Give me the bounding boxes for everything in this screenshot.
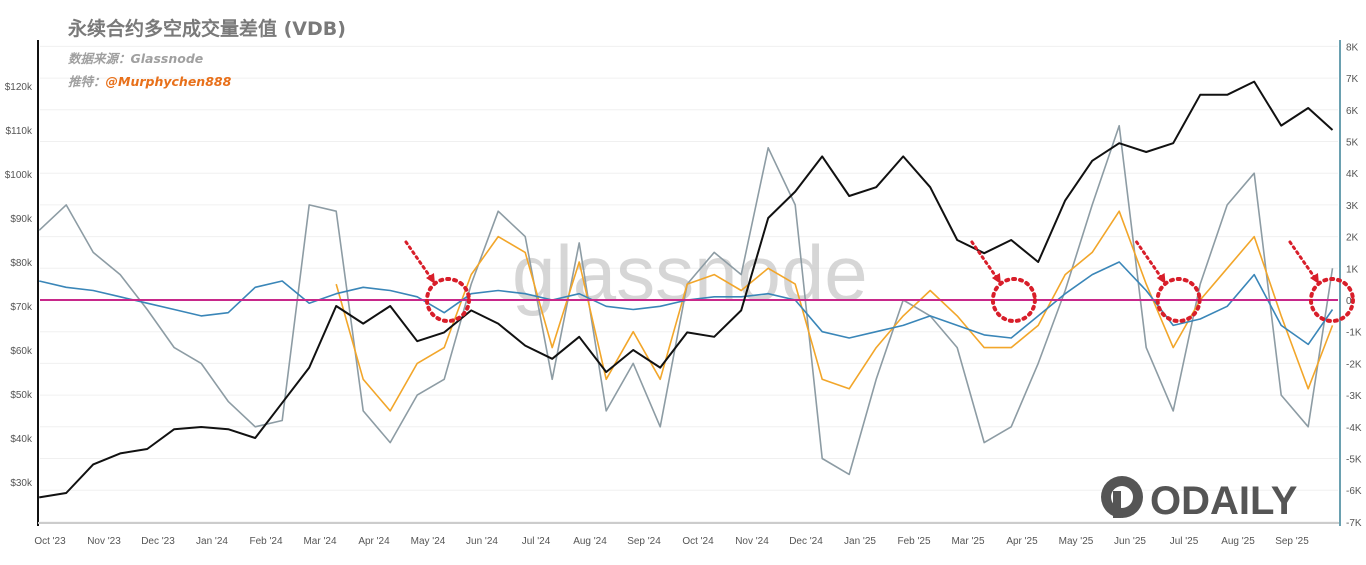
series-line-price <box>39 80 1334 499</box>
x-tick-label: Mar '25 <box>951 536 984 547</box>
x-tick-label: Apr '25 <box>1006 536 1038 547</box>
gridlines <box>40 45 1338 523</box>
x-tick-label: Jul '25 <box>1170 536 1199 547</box>
right-tick-label: -7K <box>1346 518 1362 529</box>
right-tick-label: 2K <box>1346 233 1359 244</box>
x-tick-label: Oct '24 <box>682 536 714 547</box>
x-tick-label: Mar '24 <box>303 536 336 547</box>
left-tick-label: $80k <box>10 258 33 269</box>
left-tick-label: $40k <box>10 434 33 445</box>
series-lines <box>38 80 1338 499</box>
odaily-logo-stem <box>1113 491 1121 518</box>
right-tick-label: -5K <box>1346 455 1362 466</box>
right-axis-ticks: 8K 7K 6K 5K 4K 3K 2K 1K 0 -1K -2K -3K -4K -5K -6K -7K <box>1346 42 1362 529</box>
right-tick-label: -2K <box>1346 359 1362 370</box>
left-tick-label: $70k <box>10 302 33 313</box>
x-tick-label: Jun '25 <box>1114 536 1146 547</box>
left-tick-label: $100k <box>5 170 33 181</box>
source-line: 数据来源：Glassnode <box>68 48 203 67</box>
x-tick-label: Feb '24 <box>249 536 282 547</box>
x-tick-label: Jun '24 <box>466 536 498 547</box>
annotation-arrow <box>1135 240 1164 280</box>
annotation-circle <box>424 277 471 323</box>
x-tick-label: Nov '23 <box>87 536 121 547</box>
right-tick-label: 3K <box>1346 201 1359 212</box>
left-tick-label: $90k <box>10 214 33 225</box>
source-label: 数据来源： <box>68 51 131 66</box>
left-tick-label: $110k <box>5 126 33 137</box>
x-tick-label: Dec '24 <box>789 536 823 547</box>
annotation-arrow <box>404 240 433 280</box>
twitter-handle[interactable]: @Murphychen888 <box>105 74 232 89</box>
left-tick-label: $120k <box>5 82 33 93</box>
x-tick-label: Jul '24 <box>522 536 551 547</box>
x-tick-label: May '25 <box>1059 536 1094 547</box>
x-tick-label: Aug '25 <box>1221 536 1255 547</box>
right-tick-label: 0 <box>1346 296 1352 307</box>
x-tick-label: Sep '24 <box>627 536 661 547</box>
annotation-circle <box>1155 277 1202 323</box>
glassnode-watermark: glassnode <box>512 229 868 317</box>
left-tick-label: $50k <box>10 390 33 401</box>
left-tick-label: $30k <box>10 478 33 489</box>
x-tick-label: Feb '25 <box>897 536 930 547</box>
right-tick-label: 4K <box>1346 169 1359 180</box>
x-tick-label: Sep '25 <box>1275 536 1309 547</box>
x-tick-label: Nov '24 <box>735 536 769 547</box>
annotations <box>404 240 1355 323</box>
x-tick-label: Jan '25 <box>844 536 876 547</box>
twitter-label: 推特： <box>68 74 106 89</box>
odaily-logo: ODAILY <box>1101 476 1298 523</box>
source-value: Glassnode <box>130 51 204 66</box>
right-tick-label: -3K <box>1346 391 1362 402</box>
annotation-circle <box>990 277 1037 323</box>
right-tick-label: 6K <box>1346 106 1359 117</box>
left-tick-label: $60k <box>10 346 33 357</box>
right-tick-label: 1K <box>1346 264 1359 275</box>
x-tick-label: May '24 <box>411 536 446 547</box>
chart-title: 永续合约多空成交量差值 (VDB) <box>68 18 346 40</box>
x-tick-label: Oct '23 <box>34 536 66 547</box>
x-tick-label: Aug '24 <box>573 536 607 547</box>
x-axis-ticks: Oct '23 Nov '23 Dec '23 Jan '24 Feb '24 Mar '… <box>34 536 1309 547</box>
annotation-arrowhead <box>1309 273 1319 284</box>
annotation-arrowhead <box>991 273 1001 284</box>
right-tick-label: 8K <box>1346 42 1359 53</box>
annotation-arrowhead <box>425 273 435 284</box>
annotation-arrow <box>970 240 999 280</box>
right-tick-label: -1K <box>1346 328 1362 339</box>
annotation-arrow <box>1288 240 1317 280</box>
odaily-logo-text: ODAILY <box>1150 479 1298 523</box>
annotation-circle <box>1308 277 1355 323</box>
right-tick-label: 5K <box>1346 138 1359 149</box>
twitter-line: 推特：@Murphychen888 <box>68 71 231 90</box>
right-tick-label: -4K <box>1346 423 1362 434</box>
x-tick-label: Jan '24 <box>196 536 228 547</box>
right-tick-label: -6K <box>1346 486 1362 497</box>
annotation-arrowhead <box>1156 273 1166 284</box>
x-tick-label: Apr '24 <box>358 536 390 547</box>
x-tick-label: Dec '23 <box>141 536 175 547</box>
left-axis-ticks: $30k $40k $50k $60k $70k $80k $90k $100k $110k $1… <box>5 82 33 489</box>
series-line-vdb-mid <box>335 210 1334 412</box>
right-tick-label: 7K <box>1346 74 1359 85</box>
